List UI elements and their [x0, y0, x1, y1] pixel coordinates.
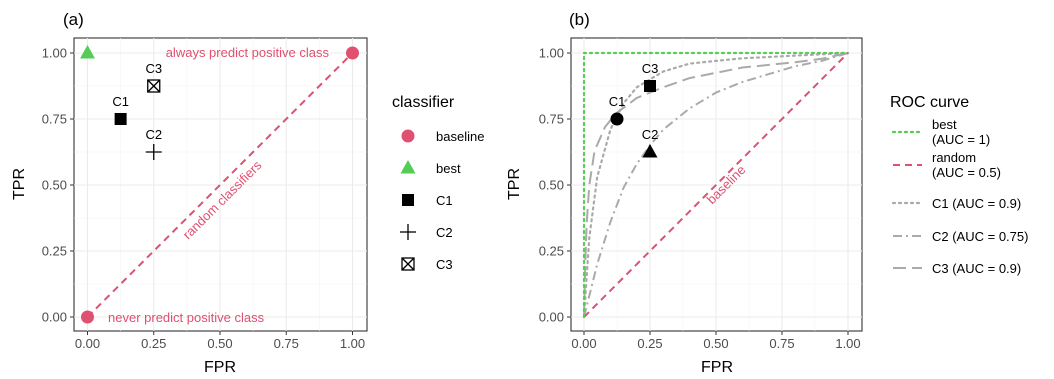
- panel-a-y-tick-label: 1.00: [42, 46, 67, 61]
- panel-a-x-axis-title: FPR: [204, 359, 236, 376]
- point-c2-4: [145, 144, 162, 160]
- legend-classifier-title: classifier: [392, 94, 455, 111]
- legend-label-best: best: [436, 161, 461, 176]
- annotation-never-positive: never predict positive class: [108, 310, 265, 325]
- panel-b-y-tick-label: 1.00: [539, 46, 564, 61]
- point-b-c2: [642, 144, 658, 158]
- legend-label-best-0: best: [932, 117, 957, 132]
- legend-label-best-1: (AUC = 1): [932, 132, 990, 147]
- panel-b-x-tick-label: 1.00: [835, 336, 860, 351]
- curve-random: [583, 52, 849, 318]
- panel-a-marks: C1 C2 C3: [80, 45, 359, 324]
- legend-key-best: [400, 160, 416, 174]
- panel-b-x-axis-title: FPR: [701, 359, 733, 376]
- panel-a-y-tick-label: 0.25: [42, 244, 67, 259]
- legend-key-baseline: [401, 129, 415, 143]
- legend-label-baseline: baseline: [436, 129, 484, 144]
- panel-a-grid: [74, 38, 367, 331]
- point-b-label-c3: C3: [642, 61, 659, 76]
- panel-b-y-tick-label: 0.00: [539, 310, 564, 325]
- panel-a-x-tick-label: 0.00: [75, 336, 100, 351]
- panel-b-ticks: 0.00 0.00 0.25 0.25 0.50 0.50 0.75 0.75 1.00 1.00: [539, 46, 861, 352]
- point-baseline-0: [81, 310, 94, 324]
- curve-c3: [583, 52, 849, 318]
- random-classifier-line: [86, 52, 354, 318]
- panel-b-x-tick-label: 0.00: [571, 336, 596, 351]
- panel-b: (b) 0.00 0.00 0.25 0.25 0.50 0.50 0.75 0.75 1.00…: [506, 10, 863, 376]
- panel-a-ticks: 0.00 0.00 0.25 0.25 0.50 0.50 0.75 0.75 1.00 1.00: [42, 46, 365, 352]
- panel-b-x-tick-label: 0.25: [637, 336, 662, 351]
- panel-a-y-tick-label: 0.50: [42, 178, 67, 193]
- point-b-c3: [644, 80, 656, 92]
- legend-label-random-0: random: [932, 150, 976, 165]
- legend-classifier: classifier baseline best C1 C2 C3: [392, 94, 484, 272]
- point-best-2: [80, 45, 95, 59]
- panel-b-x-tick-label: 0.75: [769, 336, 794, 351]
- panel-a-y-tick-label: 0.75: [42, 112, 67, 127]
- legend-key-c2: [400, 224, 416, 240]
- point-c1-3: [114, 113, 127, 125]
- point-b-c1: [610, 112, 624, 126]
- panel-a-x-tick-label: 0.25: [141, 336, 166, 351]
- panel-b-y-tick-label: 0.25: [539, 244, 564, 259]
- panel-b-y-tick-label: 0.75: [539, 112, 564, 127]
- point-baseline-1: [346, 46, 359, 60]
- point-label-c1: C1: [112, 94, 129, 109]
- panel-a-x-tick-label: 0.50: [207, 336, 232, 351]
- point-b-label-c1: C1: [609, 94, 626, 109]
- panel-b-y-tick-label: 0.50: [539, 178, 564, 193]
- panel-a-y-tick-label: 0.00: [42, 310, 67, 325]
- panel-b-y-axis-title: TPR: [506, 168, 523, 200]
- panel-a-x-tick-label: 0.75: [274, 336, 299, 351]
- legend-roc-title: ROC curve: [890, 94, 969, 111]
- panel-b-x-tick-label: 0.50: [703, 336, 728, 351]
- panel-a: (a) 0.00 0.00 0.25 0.25 0.50 0.50 0.75 0.75 1.00…: [11, 10, 368, 376]
- point-label-c3: C3: [145, 61, 162, 76]
- curve-c2: [583, 52, 849, 318]
- point-b-label-c2: C2: [642, 127, 659, 142]
- legend-key-c3: [401, 257, 415, 271]
- legend-roc-curve: ROC curve best(AUC = 1) random(AUC = 0.5)…: [890, 94, 1028, 276]
- panel-a-y-axis-title: TPR: [11, 168, 28, 200]
- curve-c1: [582, 51, 850, 319]
- panel-a-tag: (a): [63, 10, 84, 29]
- panel-a-x-tick-label: 1.00: [340, 336, 365, 351]
- annotation-always-positive: always predict positive class: [166, 45, 330, 60]
- panel-b-tag: (b): [569, 10, 590, 29]
- legend-label-c3: C3: [436, 257, 453, 272]
- curve-best: [582, 51, 850, 319]
- legend-label-c3-0: C3 (AUC = 0.9): [932, 261, 1021, 276]
- legend-label-random-1: (AUC = 0.5): [932, 165, 1001, 180]
- point-label-c2: C2: [145, 127, 162, 142]
- point-c3-5: [147, 79, 161, 93]
- panel-b-marks: C1 C2 C3: [609, 61, 659, 158]
- legend-label-c2: C2: [436, 225, 453, 240]
- legend-label-c1: C1: [436, 193, 453, 208]
- legend-label-c1-0: C1 (AUC = 0.9): [932, 196, 1021, 211]
- panel-b-curves: [582, 51, 850, 319]
- legend-key-c1: [402, 194, 414, 206]
- legend-label-c2-0: C2 (AUC = 0.75): [932, 229, 1028, 244]
